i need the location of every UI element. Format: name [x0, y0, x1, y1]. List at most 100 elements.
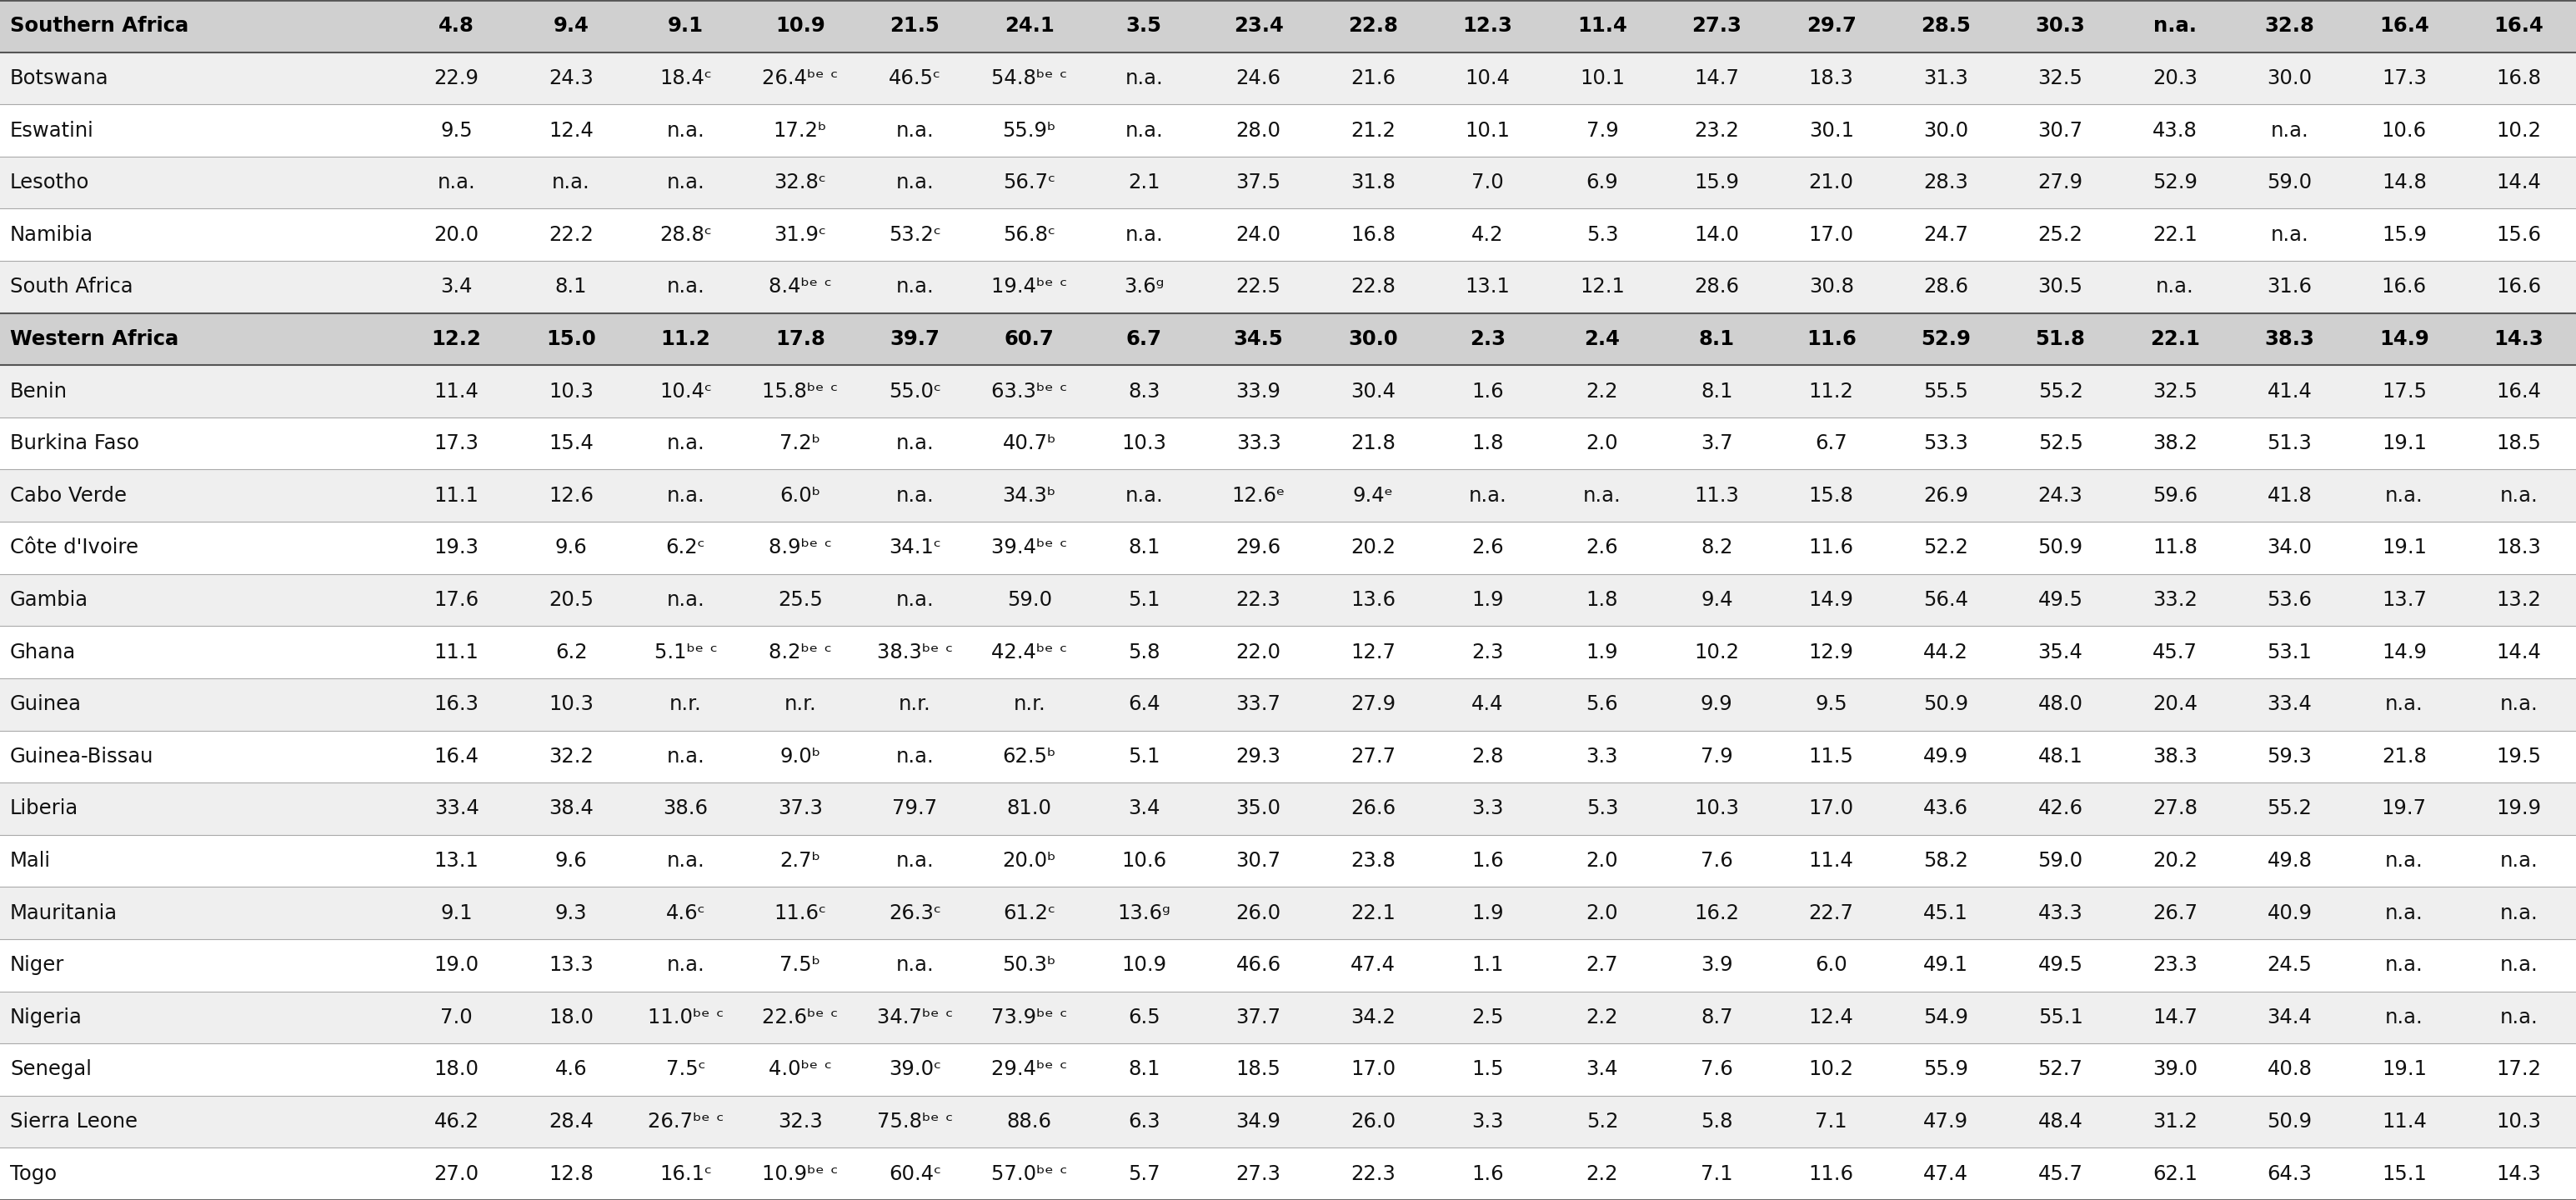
- Text: 27.9: 27.9: [2038, 173, 2084, 193]
- Text: 18.3: 18.3: [2496, 538, 2540, 558]
- Text: 11.1: 11.1: [435, 486, 479, 505]
- Text: 35.0: 35.0: [1236, 799, 1280, 818]
- Text: 21.5: 21.5: [889, 16, 940, 36]
- Text: 7.6: 7.6: [1700, 1060, 1734, 1080]
- Text: 10.4: 10.4: [1466, 68, 1510, 89]
- Bar: [0, 156, 2576, 209]
- Text: 17.0: 17.0: [1808, 799, 1855, 818]
- Text: 16.8: 16.8: [1350, 224, 1396, 245]
- Bar: [0, 574, 2576, 626]
- Text: n.a.: n.a.: [2499, 851, 2537, 871]
- Bar: [0, 991, 2576, 1044]
- Text: 19.5: 19.5: [2496, 746, 2543, 767]
- Text: Togo: Togo: [10, 1164, 57, 1184]
- Text: 8.1: 8.1: [1698, 329, 1734, 349]
- Text: 13.6ᵍ: 13.6ᵍ: [1118, 904, 1170, 923]
- Text: n.a.: n.a.: [2385, 1007, 2424, 1027]
- Text: n.a.: n.a.: [896, 120, 935, 140]
- Text: n.a.: n.a.: [667, 851, 706, 871]
- Text: 5.1: 5.1: [1128, 746, 1159, 767]
- Text: 19.4ᵇᵉ ᶜ: 19.4ᵇᵉ ᶜ: [992, 277, 1066, 296]
- Text: 58.2: 58.2: [1924, 851, 1968, 871]
- Text: 62.5ᵇ: 62.5ᵇ: [1002, 746, 1056, 767]
- Text: 3.6ᵍ: 3.6ᵍ: [1123, 277, 1164, 296]
- Text: 6.7: 6.7: [1816, 433, 1847, 454]
- Text: 1.6: 1.6: [1471, 851, 1504, 871]
- Text: 13.1: 13.1: [1466, 277, 1510, 296]
- Text: n.a.: n.a.: [2499, 695, 2537, 714]
- Text: n.a.: n.a.: [1584, 486, 1620, 505]
- Text: 10.2: 10.2: [1695, 642, 1739, 662]
- Text: 24.1: 24.1: [1005, 16, 1054, 36]
- Text: 17.3: 17.3: [433, 433, 479, 454]
- Text: 29.4ᵇᵉ ᶜ: 29.4ᵇᵉ ᶜ: [992, 1060, 1066, 1080]
- Text: 12.8: 12.8: [549, 1164, 592, 1184]
- Text: 48.0: 48.0: [2038, 695, 2084, 714]
- Text: n.a.: n.a.: [667, 277, 706, 296]
- Text: 12.6ᵉ: 12.6ᵉ: [1231, 486, 1285, 505]
- Text: 28.5: 28.5: [1922, 16, 1971, 36]
- Text: n.r.: n.r.: [783, 695, 817, 714]
- Text: 56.8ᶜ: 56.8ᶜ: [1002, 224, 1056, 245]
- Text: 11.4: 11.4: [1808, 851, 1855, 871]
- Text: 1.6: 1.6: [1471, 1164, 1504, 1184]
- Text: n.a.: n.a.: [896, 433, 935, 454]
- Text: 54.8ᵇᵉ ᶜ: 54.8ᵇᵉ ᶜ: [992, 68, 1066, 89]
- Text: 14.7: 14.7: [1695, 68, 1739, 89]
- Text: 18.0: 18.0: [433, 1060, 479, 1080]
- Text: n.a.: n.a.: [2385, 851, 2424, 871]
- Text: 39.0: 39.0: [2154, 1060, 2197, 1080]
- Text: 6.7: 6.7: [1126, 329, 1162, 349]
- Text: Guinea: Guinea: [10, 695, 82, 714]
- Text: 5.8: 5.8: [1128, 642, 1159, 662]
- Text: 37.3: 37.3: [778, 799, 822, 818]
- Text: 29.6: 29.6: [1236, 538, 1280, 558]
- Text: 34.3ᵇ: 34.3ᵇ: [1002, 486, 1056, 505]
- Text: 10.2: 10.2: [2496, 120, 2543, 140]
- Text: n.a.: n.a.: [667, 590, 706, 610]
- Text: 2.0: 2.0: [1587, 904, 1618, 923]
- Text: 25.5: 25.5: [778, 590, 822, 610]
- Text: 5.3: 5.3: [1587, 224, 1618, 245]
- Text: 32.3: 32.3: [778, 1111, 822, 1132]
- Text: Benin: Benin: [10, 382, 67, 401]
- Text: 9.1: 9.1: [440, 904, 471, 923]
- Text: 22.1: 22.1: [2151, 329, 2200, 349]
- Text: 5.2: 5.2: [1587, 1111, 1618, 1132]
- Text: 33.4: 33.4: [435, 799, 479, 818]
- Text: 44.2: 44.2: [1924, 642, 1968, 662]
- Text: 46.5ᶜ: 46.5ᶜ: [889, 68, 940, 89]
- Text: 1.9: 1.9: [1471, 590, 1504, 610]
- Text: 11.6: 11.6: [1808, 1164, 1855, 1184]
- Text: 22.3: 22.3: [1350, 1164, 1396, 1184]
- Text: 26.0: 26.0: [1236, 904, 1280, 923]
- Text: Sierra Leone: Sierra Leone: [10, 1111, 137, 1132]
- Text: 2.3: 2.3: [1471, 329, 1504, 349]
- Text: n.a.: n.a.: [1126, 120, 1162, 140]
- Text: 49.9: 49.9: [1924, 746, 1968, 767]
- Text: 19.9: 19.9: [2496, 799, 2543, 818]
- Text: n.r.: n.r.: [1012, 695, 1046, 714]
- Text: 22.3: 22.3: [1236, 590, 1280, 610]
- Text: 38.3: 38.3: [2154, 746, 2197, 767]
- Text: 8.3: 8.3: [1128, 382, 1159, 401]
- Text: 14.0: 14.0: [1695, 224, 1739, 245]
- Text: 30.0: 30.0: [1347, 329, 1399, 349]
- Text: 34.5: 34.5: [1234, 329, 1283, 349]
- Text: 31.2: 31.2: [2154, 1111, 2197, 1132]
- Bar: [0, 1044, 2576, 1096]
- Bar: [0, 52, 2576, 104]
- Text: 16.6: 16.6: [2496, 277, 2543, 296]
- Text: 12.4: 12.4: [549, 120, 592, 140]
- Text: 55.9: 55.9: [1924, 1060, 1968, 1080]
- Text: 22.8: 22.8: [1347, 16, 1399, 36]
- Text: Mali: Mali: [10, 851, 52, 871]
- Text: 55.0ᶜ: 55.0ᶜ: [889, 382, 940, 401]
- Text: 1.9: 1.9: [1587, 642, 1618, 662]
- Text: 23.2: 23.2: [1695, 120, 1739, 140]
- Text: 22.1: 22.1: [1350, 904, 1396, 923]
- Text: 10.9: 10.9: [1121, 955, 1167, 976]
- Text: 28.6: 28.6: [1924, 277, 1968, 296]
- Text: 41.8: 41.8: [2267, 486, 2313, 505]
- Text: 32.5: 32.5: [2038, 68, 2084, 89]
